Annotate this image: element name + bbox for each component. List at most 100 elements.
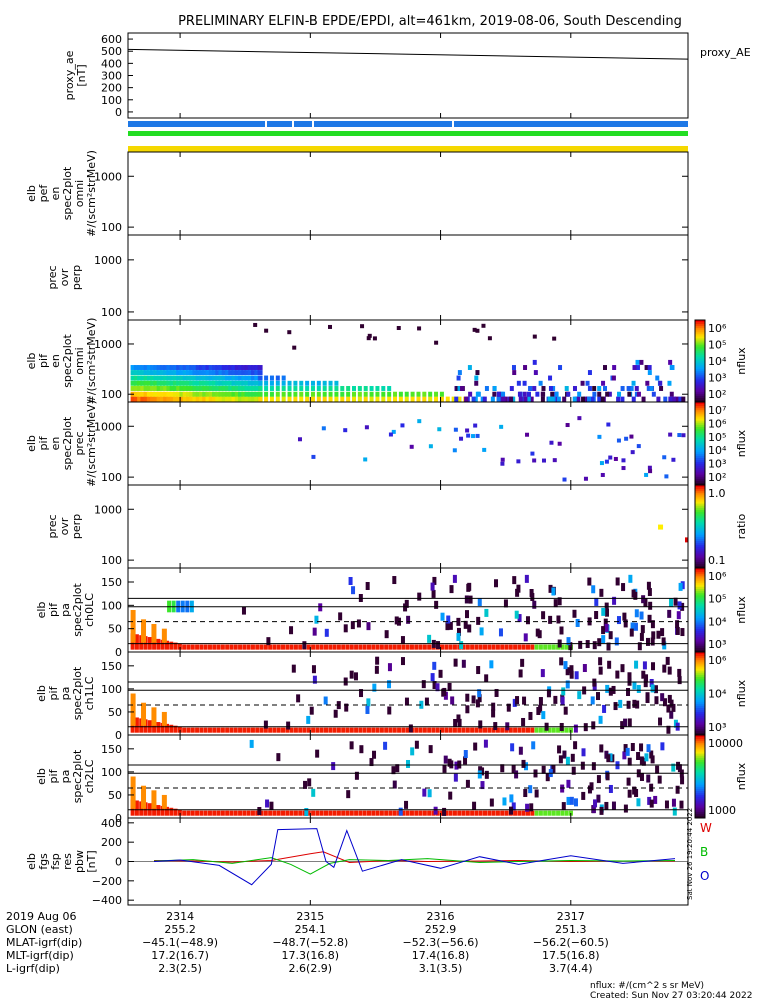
colorbar-cell (695, 735, 705, 738)
pitch-angle-cell (216, 644, 221, 650)
y-tick-label: 1000 (94, 503, 122, 516)
spectrogram-cell (620, 396, 625, 402)
spectrogram-cell (490, 396, 495, 402)
pitch-angle-cell (596, 794, 601, 803)
pitch-angle-cell (440, 612, 445, 621)
spectrogram-cell (636, 391, 641, 397)
spectrogram-cell (198, 380, 204, 386)
pitch-angle-cell (424, 697, 429, 706)
pitch-angle-cell (319, 810, 324, 816)
spectrogram-cell (159, 375, 165, 381)
pitch-angle-cell (559, 657, 564, 666)
spectrogram-cell (212, 386, 217, 391)
spectrogram-cell (159, 370, 165, 376)
pitch-angle-cell (296, 694, 301, 703)
spectrogram-cell (393, 391, 398, 397)
pitch-angle-cell (493, 722, 498, 731)
spectrogram-cell (140, 370, 146, 376)
pitch-angle-cell (332, 727, 337, 733)
pitch-angle-cell (517, 810, 522, 816)
y-tick-label: 600 (101, 33, 122, 46)
spectrogram-cell (244, 370, 250, 376)
spectrogram-cell (218, 365, 224, 370)
spectrogram-cell (189, 380, 195, 386)
pitch-angle-cell (130, 776, 136, 809)
spectrogram-cell (208, 370, 214, 376)
pitch-angle-cell (465, 727, 470, 733)
colorbar-cell (695, 326, 705, 329)
pitch-angle-cell (387, 706, 392, 715)
state-bar-yellow (128, 146, 688, 152)
pitch-angle-cell (431, 810, 436, 816)
panel-frame (127, 32, 689, 119)
pitch-angle-cell (560, 784, 565, 793)
spectrogram-cell (363, 396, 368, 402)
pitch-angle-cell (242, 810, 247, 816)
spectrogram-cell (677, 433, 682, 438)
spectrogram-cell (522, 380, 527, 386)
spectrogram-cell (396, 326, 401, 331)
colorbar-cell (695, 511, 705, 515)
pitch-angle-cell (241, 606, 246, 615)
pitch-angle-cell (272, 810, 277, 816)
pitch-angle-cell (452, 810, 457, 816)
spectrogram-cell (156, 386, 162, 391)
spectrogram-cell (549, 440, 554, 445)
spectrogram-cell (612, 365, 617, 370)
colorbar-cell (695, 495, 705, 498)
spectrogram-cell (182, 365, 188, 370)
colorbar-cell (695, 340, 705, 344)
pitch-angle-cell (644, 674, 649, 683)
pitch-angle-cell (366, 644, 371, 650)
spectrogram-cell (587, 386, 592, 391)
spectrogram-cell (583, 476, 588, 481)
pitch-angle-cell (314, 615, 319, 624)
spectrogram-cell (583, 396, 588, 402)
pitch-angle-cell (315, 644, 320, 650)
pitch-angle-cell (257, 807, 262, 816)
x-row-value: 17.3(16.8) (282, 949, 340, 962)
colorbar-cell (695, 795, 705, 798)
spectrogram-cell (422, 391, 427, 397)
pitch-angle-cell (453, 658, 458, 667)
pitch-angle-cell (611, 801, 616, 810)
pitch-angle-cell (216, 810, 221, 816)
spectrogram-cell (668, 432, 673, 437)
pitch-angle-cell (392, 576, 397, 585)
pitch-angle-cell (392, 810, 397, 816)
spectrogram-cell (597, 386, 602, 391)
spectrogram-cell (577, 391, 582, 397)
x-row-value: 17.4(16.8) (412, 949, 470, 962)
pitch-angle-cell (573, 798, 578, 807)
spectrogram-cell (172, 396, 178, 402)
spectrogram-cell (166, 386, 172, 391)
colorbar-cell (695, 637, 705, 640)
spectrogram-cell (221, 396, 227, 402)
colorbar-cell (695, 320, 705, 323)
spectrogram-cell (166, 391, 172, 397)
pitch-angle-cell (417, 592, 422, 601)
colorbar-cell (695, 782, 705, 786)
pitch-angle-cell (551, 727, 556, 733)
pitch-angle-cell (669, 710, 674, 719)
pitch-angle-cell (207, 727, 212, 733)
x-row-value: 2.6(2.9) (289, 962, 333, 975)
colorbar-cell (695, 356, 705, 360)
pitch-angle-cell (418, 810, 423, 816)
colorbar-cell (695, 791, 705, 794)
pitch-angle-cell (534, 644, 539, 650)
spectrogram-cell (467, 365, 472, 370)
spectrogram-cell (550, 396, 555, 402)
pitch-angle-cell (263, 810, 268, 816)
spectrogram-cell (208, 365, 214, 370)
pitch-angle-cell (596, 692, 601, 701)
pitch-angle-cell (473, 742, 478, 751)
colorbar-cell (695, 741, 705, 744)
spectrogram-cell (198, 391, 204, 397)
spectrogram-cell (445, 396, 450, 402)
pitch-angle-cell (203, 644, 208, 650)
spectrogram-cell (646, 386, 651, 391)
colorbar-cell (695, 722, 705, 726)
pitch-angle-cell (225, 810, 230, 816)
